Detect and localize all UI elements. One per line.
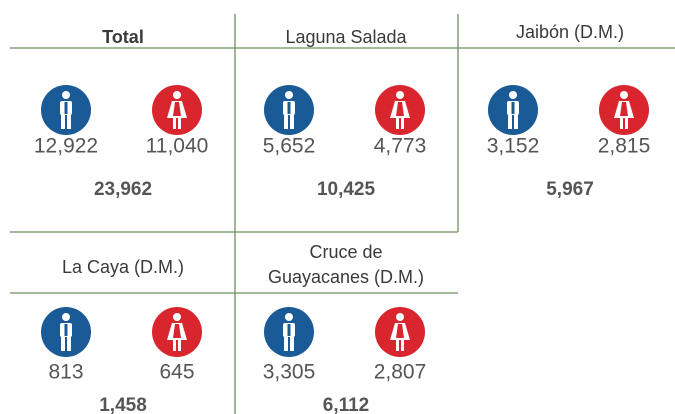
total-count: 23,962 <box>94 179 152 200</box>
panel-title: Jaibón (D.M.) <box>516 22 624 42</box>
total-count: 10,425 <box>317 179 376 200</box>
female-count: 11,040 <box>146 135 209 158</box>
panel-title: Cruce de <box>309 242 382 262</box>
male-count: 813 <box>48 361 83 384</box>
male-count: 12,922 <box>34 135 98 158</box>
female-count: 645 <box>159 361 194 384</box>
panel-title: Guayacanes (D.M.) <box>268 267 424 287</box>
female-count: 4,773 <box>374 135 427 158</box>
female-count: 2,815 <box>598 135 651 158</box>
male-count: 3,152 <box>487 135 540 158</box>
total-count: 5,967 <box>546 179 594 200</box>
total-count: 6,112 <box>323 395 370 414</box>
panel-title: La Caya (D.M.) <box>62 257 184 277</box>
panel-title: Total <box>102 27 144 47</box>
male-count: 3,305 <box>263 361 316 384</box>
panel-title: Laguna Salada <box>285 27 407 47</box>
male-count: 5,652 <box>263 135 316 158</box>
grid-rules <box>10 14 675 414</box>
total-count: 1,458 <box>99 395 147 414</box>
panel: Total 12,922 11,040 23,962 <box>34 27 208 200</box>
female-count: 2,807 <box>374 361 427 384</box>
panel: La Caya (D.M.) 813 645 1,458 <box>41 257 202 414</box>
panel: Laguna Salada 5,652 4,773 10,425 <box>263 27 427 200</box>
